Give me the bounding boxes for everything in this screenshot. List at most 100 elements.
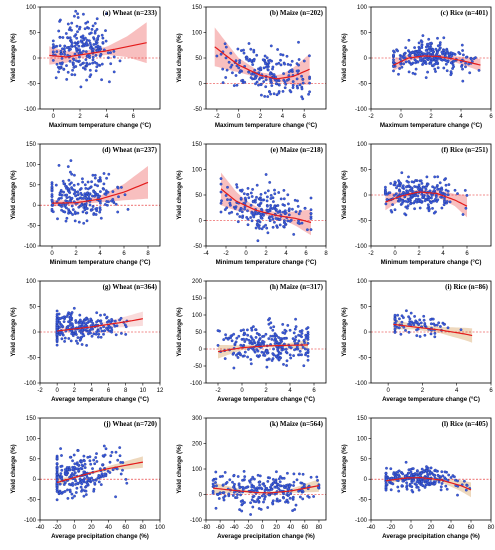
data-point bbox=[76, 12, 79, 16]
data-point bbox=[288, 496, 292, 500]
x-tick-label: -2 bbox=[223, 251, 229, 257]
x-tick-label: 6 bbox=[107, 388, 111, 394]
data-point bbox=[421, 34, 425, 37]
data-point bbox=[439, 190, 442, 194]
data-point bbox=[426, 70, 430, 74]
fit-line bbox=[213, 485, 320, 494]
data-point bbox=[469, 57, 473, 61]
data-point bbox=[428, 42, 432, 45]
data-point bbox=[402, 325, 406, 329]
data-point bbox=[238, 486, 242, 490]
data-point bbox=[70, 44, 73, 47]
data-point bbox=[112, 50, 116, 53]
data-point bbox=[247, 42, 251, 45]
data-point bbox=[446, 60, 450, 64]
data-point bbox=[472, 57, 476, 60]
data-point bbox=[249, 191, 253, 195]
data-point bbox=[96, 184, 99, 188]
data-point bbox=[291, 509, 295, 513]
data-point bbox=[232, 351, 236, 355]
y-tick-label: -100 bbox=[24, 518, 37, 524]
panel-b: -2 0 2 4 6 -50 0 50 100 150 (b) Maize (n=202) Maxim… bbox=[176, 5, 327, 129]
data-point bbox=[69, 170, 72, 174]
panel-c: -2 0 2 4 6 -100 -50 0 50 100 (c) Rice (n=401) Maxim… bbox=[341, 5, 493, 129]
data-point bbox=[417, 41, 421, 45]
y-tick-label: 150 bbox=[192, 142, 203, 148]
data-point bbox=[55, 465, 59, 469]
data-point bbox=[63, 489, 67, 493]
data-point bbox=[274, 480, 278, 484]
data-point bbox=[241, 478, 244, 482]
data-point bbox=[62, 182, 66, 186]
data-point bbox=[87, 329, 90, 333]
data-point bbox=[211, 478, 215, 482]
data-point bbox=[211, 489, 215, 493]
data-point bbox=[425, 479, 429, 483]
y-tick-label: 100 bbox=[26, 162, 37, 168]
data-point bbox=[83, 194, 86, 198]
data-point bbox=[309, 228, 313, 232]
data-point bbox=[108, 80, 111, 84]
panel-e: -4 -2 0 2 4 6 8 -50 0 50 100 150 (e) Maize (n=218) Mi… bbox=[176, 142, 328, 266]
data-point bbox=[452, 59, 456, 63]
data-point bbox=[74, 479, 77, 483]
data-point bbox=[246, 209, 249, 213]
data-point bbox=[51, 39, 55, 43]
data-point bbox=[316, 486, 320, 489]
data-point bbox=[214, 506, 218, 510]
data-point bbox=[414, 59, 418, 63]
data-point bbox=[73, 494, 76, 498]
data-point bbox=[414, 67, 418, 71]
data-point bbox=[246, 217, 250, 221]
data-point bbox=[82, 66, 85, 70]
data-point bbox=[431, 206, 434, 210]
x-tick-label: -2 bbox=[215, 388, 221, 394]
data-point bbox=[70, 332, 74, 336]
y-axis-label: Yield change (%) bbox=[341, 33, 348, 82]
data-point bbox=[444, 484, 448, 488]
data-point bbox=[55, 462, 59, 465]
data-point bbox=[477, 69, 481, 72]
data-point bbox=[458, 52, 462, 56]
data-point bbox=[272, 220, 276, 224]
y-tick-label: 0 bbox=[364, 56, 368, 62]
x-tick-label: 2 bbox=[417, 251, 421, 257]
data-point bbox=[250, 337, 254, 340]
data-point bbox=[420, 467, 424, 471]
data-point bbox=[90, 334, 94, 338]
data-point bbox=[283, 221, 287, 225]
data-point bbox=[254, 335, 258, 339]
x-tick-label: 20 bbox=[88, 525, 95, 531]
data-point bbox=[419, 321, 423, 325]
data-point bbox=[235, 183, 239, 187]
data-point bbox=[278, 475, 282, 479]
data-point bbox=[258, 338, 261, 342]
data-point bbox=[294, 210, 298, 214]
data-point bbox=[263, 191, 267, 195]
data-point bbox=[415, 334, 419, 338]
data-point bbox=[99, 483, 103, 487]
data-point bbox=[230, 210, 234, 214]
data-point bbox=[60, 323, 63, 327]
data-point bbox=[287, 213, 291, 217]
data-point bbox=[284, 82, 288, 86]
data-point bbox=[273, 337, 277, 341]
data-point bbox=[60, 468, 64, 472]
data-point bbox=[423, 199, 427, 203]
data-point bbox=[274, 82, 278, 86]
data-point bbox=[104, 39, 108, 43]
data-point bbox=[72, 453, 76, 457]
data-point bbox=[112, 55, 116, 59]
data-point bbox=[251, 187, 255, 191]
data-point bbox=[279, 197, 283, 201]
data-point bbox=[84, 186, 88, 190]
data-point bbox=[464, 65, 467, 69]
data-point bbox=[273, 188, 276, 192]
confidence-band bbox=[386, 476, 471, 498]
data-point bbox=[58, 490, 62, 494]
data-point bbox=[221, 67, 225, 71]
data-point bbox=[420, 483, 424, 487]
x-tick-label: 40 bbox=[105, 525, 112, 531]
data-point bbox=[58, 35, 62, 39]
y-tick-label: 150 bbox=[192, 296, 203, 302]
